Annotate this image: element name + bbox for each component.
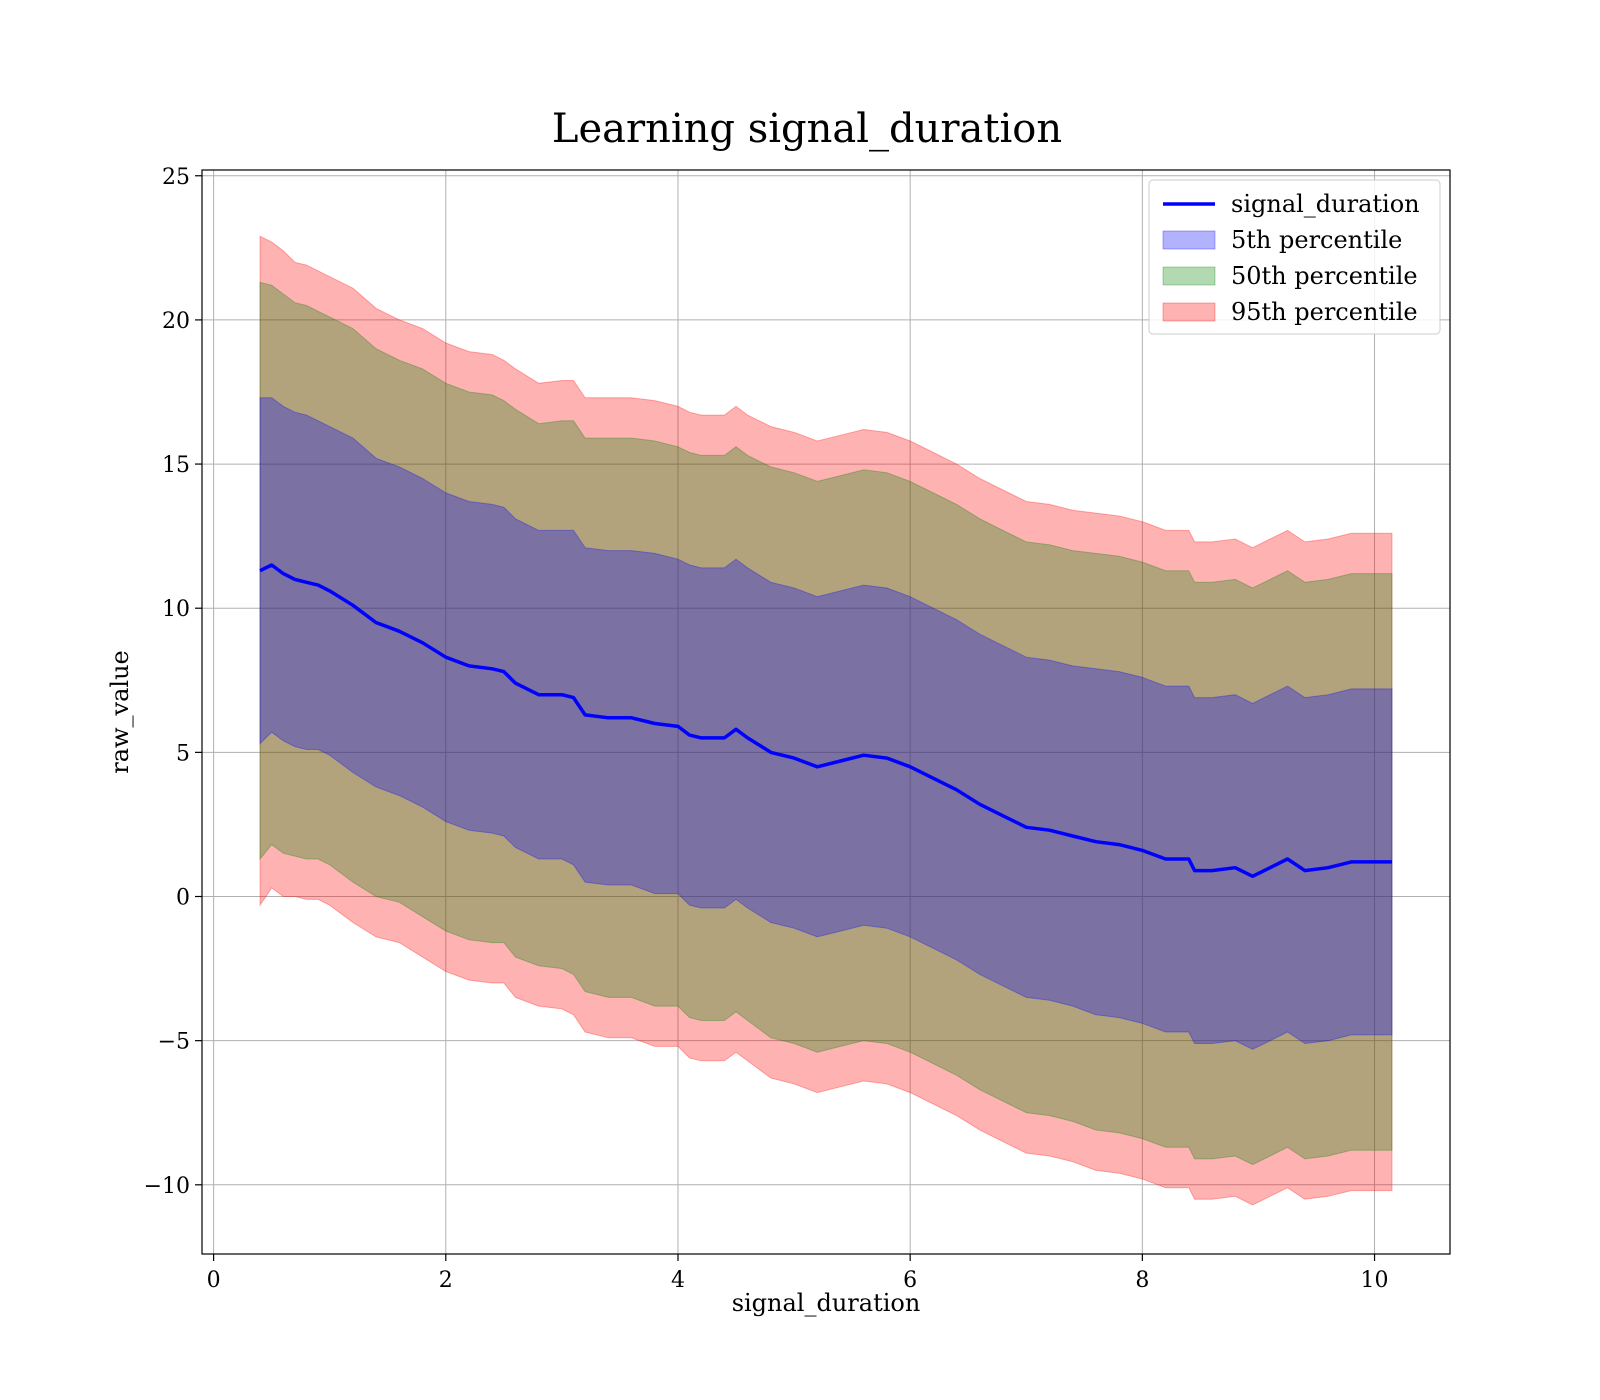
series-line-signal-duration xyxy=(259,563,1392,879)
legend-label-5th-percentile: 5th percentile xyxy=(1231,226,1402,254)
y-tick-label-5: 15 xyxy=(162,453,190,478)
legend-label-50th-percentile: 50th percentile xyxy=(1231,262,1418,290)
legend-swatch-95th-percentile xyxy=(1162,302,1216,322)
legend-swatch-50th-percentile xyxy=(1162,266,1216,286)
y-tick-label-1: −5 xyxy=(158,1030,190,1055)
legend: signal_duration 5th percentile 50th percen… xyxy=(1148,179,1441,335)
grid xyxy=(202,170,1450,1254)
y-tick-label-0: −10 xyxy=(144,1174,190,1199)
band-50th-percentile xyxy=(259,281,1393,1166)
x-tick-label-2: 4 xyxy=(671,1268,685,1293)
x-tick-label-4: 8 xyxy=(1135,1268,1149,1293)
band-95th-percentile xyxy=(259,235,1393,1206)
legend-box xyxy=(1148,179,1441,335)
y-axis-ticks: −10 −5 0 5 10 15 20 25 xyxy=(144,165,202,1199)
legend-label-signal-duration: signal_duration xyxy=(1231,190,1420,218)
x-tick-label-1: 2 xyxy=(439,1268,453,1293)
x-tick-label-5: 10 xyxy=(1361,1268,1389,1293)
legend-label-95th-percentile: 95th percentile xyxy=(1231,298,1418,326)
y-tick-label-6: 20 xyxy=(162,309,190,334)
band-5th-percentile xyxy=(259,397,1393,1050)
x-tick-label-3: 6 xyxy=(903,1268,917,1293)
y-axis-label: raw_value xyxy=(106,650,134,774)
plot-frame xyxy=(201,169,1451,1255)
y-tick-label-3: 5 xyxy=(176,741,190,766)
x-axis-label: signal_duration xyxy=(732,1289,921,1317)
series-line-group xyxy=(259,563,1392,879)
percentile-bands xyxy=(259,235,1393,1206)
y-tick-label-4: 10 xyxy=(162,597,190,622)
x-tick-label-0: 0 xyxy=(207,1268,221,1293)
legend-swatch-5th-percentile xyxy=(1162,230,1216,250)
y-tick-label-7: 25 xyxy=(162,165,190,190)
chart-title: Learning signal_duration xyxy=(552,106,1062,152)
y-tick-label-2: 0 xyxy=(176,886,190,911)
x-axis-ticks: 0 2 4 6 8 10 xyxy=(207,1254,1389,1293)
